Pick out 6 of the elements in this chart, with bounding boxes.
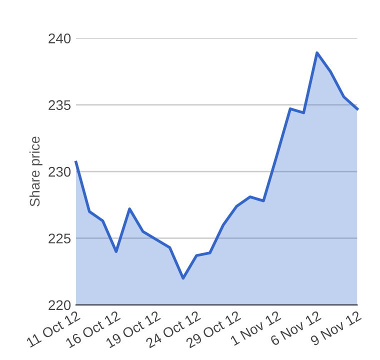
y-tick-label: 230 (48, 166, 71, 177)
y-tick-label: 225 (48, 234, 71, 244)
y-tick-label: 235 (48, 100, 71, 110)
y-tick-label: 240 (48, 33, 71, 44)
y-axis-title: Share price (29, 136, 42, 206)
y-tick-label: 220 (48, 300, 71, 310)
